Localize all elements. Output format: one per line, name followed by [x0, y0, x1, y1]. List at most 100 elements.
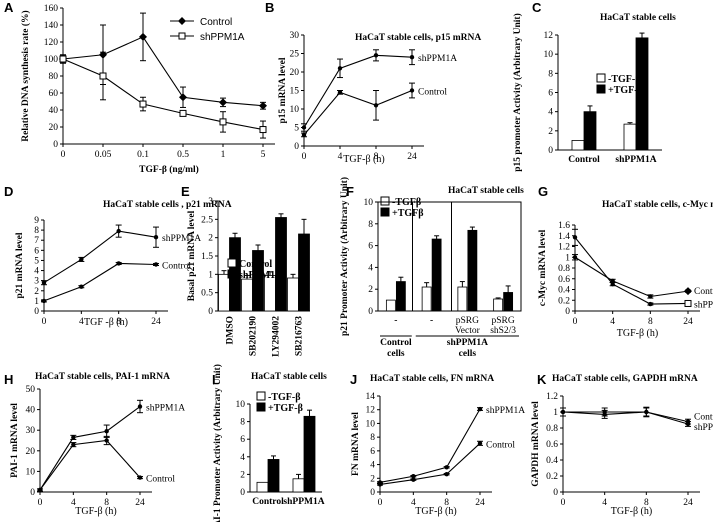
series-label: shPPM1A — [694, 423, 713, 433]
y-tick-label: 0 — [553, 488, 558, 498]
y-tick-label: 4 — [368, 263, 373, 273]
legend-swatch — [227, 269, 237, 279]
y-tick-label: 14 — [366, 392, 376, 402]
legend-swatch — [256, 391, 266, 401]
y-tick-label: 0 — [208, 307, 213, 317]
y-tick-label: 2 — [240, 470, 245, 480]
series-line-0 — [379, 408, 481, 483]
data-point — [644, 409, 649, 415]
y-axis-label: FN mRNA level — [351, 412, 361, 476]
y-tick-label: 0.5 — [201, 289, 213, 299]
series-line-0 — [303, 54, 413, 128]
y-tick-label: 50 — [26, 385, 36, 395]
y-tick-label: 10 — [236, 400, 246, 410]
y-tick-label: 12 — [544, 31, 554, 41]
y-tick-label: 6 — [368, 242, 373, 252]
y-tick-label: 4 — [548, 108, 553, 118]
data-point — [137, 475, 143, 480]
x-tick-label: 0 — [38, 498, 43, 508]
panel-label-E: E — [181, 184, 190, 199]
data-point — [179, 93, 187, 102]
y-axis-label: p21 Promoter Activity (Arbitrary Unit) — [339, 177, 350, 336]
data-point — [373, 103, 379, 108]
y-tick-label: 7 — [34, 236, 39, 246]
y-tick-label: 0.2 — [558, 296, 570, 306]
x-tick-label: 0.5 — [177, 150, 189, 160]
x-axis-label: TGF-β (h) — [343, 154, 384, 165]
y-tick-label: 80 — [49, 72, 59, 82]
y-tick-label: 2 — [34, 287, 39, 297]
y-tick-label: 4 — [370, 461, 375, 471]
x-tick-label: 4 — [610, 317, 615, 327]
bar-plus — [275, 217, 287, 312]
data-point — [684, 287, 692, 296]
data-point — [71, 442, 76, 447]
series-label: Control — [486, 440, 515, 450]
data-point — [79, 284, 84, 289]
chart-title: HaCaT stable cells, c-Myc mRNA — [602, 200, 713, 210]
y-tick-label: 15 — [290, 87, 300, 97]
category-label: pSRG Vector — [455, 316, 481, 336]
y-tick-label: 20 — [49, 123, 59, 133]
x-tick-label: 8 — [116, 317, 121, 327]
panel-label-G: G — [538, 184, 548, 199]
bar-plus — [583, 111, 597, 151]
chart-title: HaCaT stable cells, GAPDH mRNA — [552, 374, 698, 384]
legend-label: Control — [239, 259, 272, 270]
y-tick-label: 0 — [294, 142, 299, 152]
y-tick-label: 1.4 — [558, 232, 570, 242]
legend-swatch — [256, 402, 266, 412]
series-line-1 — [43, 262, 157, 302]
data-point — [610, 281, 615, 287]
y-tick-label: 0 — [30, 488, 35, 498]
y-tick-label: 5 — [294, 124, 299, 134]
data-point — [259, 101, 267, 110]
x-tick-label: 0 — [42, 317, 47, 327]
y-axis-label: GAPDH mRNA level — [531, 401, 541, 487]
group-label: Control cells — [380, 338, 412, 359]
y-tick-label: 4 — [34, 267, 39, 277]
y-tick-label: 30 — [290, 31, 300, 41]
panel-label-A: A — [4, 0, 14, 15]
y-tick-label: 2 — [368, 285, 373, 295]
y-tick-label: 0.4 — [546, 456, 558, 466]
bar-plus — [298, 233, 310, 312]
legend-swatch — [596, 73, 606, 83]
panel-label-F: F — [346, 184, 354, 199]
bar-minus — [287, 277, 299, 312]
data-point — [572, 255, 578, 260]
bar-plus — [467, 229, 478, 312]
y-tick-label: 0.6 — [558, 275, 570, 285]
y-tick-label: 10 — [366, 419, 376, 429]
category-label: Control — [252, 497, 284, 507]
data-point — [153, 234, 159, 240]
x-tick-label: 0 — [302, 152, 307, 162]
data-point — [337, 90, 343, 95]
data-point — [477, 406, 483, 412]
bar-plus — [267, 459, 280, 493]
data-point — [602, 409, 607, 415]
y-tick-label: 1.5 — [201, 252, 213, 262]
series-line-0 — [62, 36, 264, 107]
y-tick-label: 0.4 — [558, 286, 570, 296]
legend-label: +TGF-β — [268, 403, 303, 414]
series-line-1 — [379, 442, 481, 486]
y-tick-label: 0 — [370, 488, 375, 498]
series-label: Control — [146, 475, 175, 485]
y-tick-label: 3 — [34, 277, 39, 287]
y-tick-label: 1.6 — [558, 221, 570, 231]
bar-minus — [385, 299, 396, 312]
legend-swatch — [380, 207, 390, 217]
y-tick-label: 9 — [34, 216, 39, 226]
data-point — [572, 235, 578, 240]
data-point — [560, 409, 566, 415]
y-tick-label: 0.6 — [546, 440, 558, 450]
x-tick-label: 24 — [475, 498, 485, 508]
y-tick-label: 0.8 — [546, 424, 558, 434]
data-point — [411, 474, 416, 479]
series-label: shPPM1A — [694, 300, 713, 310]
category-label: SB202190 — [249, 316, 259, 356]
data-point — [684, 299, 692, 307]
x-axis-label: TGF-β (h) — [617, 328, 658, 339]
